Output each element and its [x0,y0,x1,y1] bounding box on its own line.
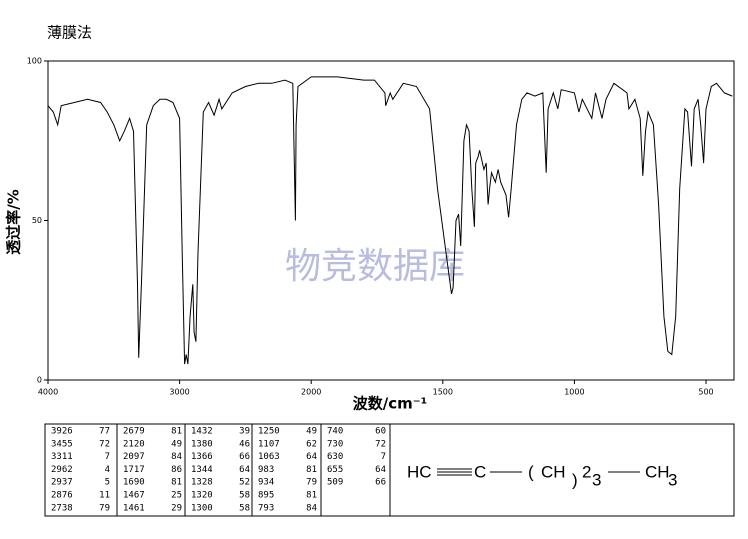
peak-wavenumber: 3455 [51,439,73,449]
peak-transmittance: 81 [306,465,317,475]
peak-transmittance: 72 [99,439,110,449]
peak-transmittance: 81 [171,427,182,437]
peak-transmittance: 66 [239,452,250,462]
peak-transmittance: 64 [306,452,317,462]
y-tick-label: 50 [32,216,42,225]
peak-wavenumber: 2120 [123,439,145,449]
formula-part: C [474,462,486,481]
table-dividers [116,424,391,516]
peak-transmittance: 84 [171,452,182,462]
peak-wavenumber: 934 [258,478,274,488]
peak-wavenumber: 983 [258,465,274,475]
peak-wavenumber: 1380 [191,439,213,449]
peak-wavenumber: 2962 [51,465,73,475]
peak-transmittance: 46 [239,439,250,449]
peak-transmittance: 77 [99,427,110,437]
watermark: 物竞数据库 [285,246,465,287]
x-axis-label: 波数/cm⁻¹ [353,395,428,413]
peak-wavenumber: 2679 [123,427,145,437]
y-tick-label: 100 [27,57,42,66]
peak-wavenumber: 1461 [123,503,145,513]
peak-wavenumber: 2738 [51,503,73,513]
peak-transmittance: 5 [105,478,110,488]
formula-part: 3 [668,470,677,489]
x-tick-label: 1000 [564,388,584,397]
peak-wavenumber: 740 [327,427,343,437]
peak-transmittance: 58 [239,491,250,501]
x-tick-label: 4000 [38,388,58,397]
peak-wavenumber: 1344 [191,465,213,475]
peak-transmittance: 39 [239,427,250,437]
peak-transmittance: 81 [171,478,182,488]
peak-transmittance: 66 [375,478,386,488]
formula-part: CH [645,462,670,481]
peak-transmittance: 52 [239,478,250,488]
peak-transmittance: 81 [306,491,317,501]
peak-transmittance: 7 [381,452,386,462]
peak-wavenumber: 1366 [191,452,213,462]
plot-frame [47,60,735,381]
peak-wavenumber: 1328 [191,478,213,488]
x-tick-label: 3000 [169,388,189,397]
x-tick-label: 2000 [301,388,321,397]
peak-wavenumber: 1107 [258,439,280,449]
y-tick-label: 0 [37,376,42,385]
peak-transmittance: 64 [239,465,250,475]
peak-wavenumber: 3311 [51,452,73,462]
formula-part: CH [541,462,566,481]
peak-transmittance: 62 [306,439,317,449]
peak-transmittance: 25 [171,491,182,501]
formula-part: 2 [582,462,591,481]
peak-transmittance: 64 [375,465,386,475]
peak-wavenumber: 2876 [51,491,73,501]
peak-transmittance: 86 [171,465,182,475]
peak-transmittance: 29 [171,503,182,513]
peak-wavenumber: 655 [327,465,343,475]
peak-wavenumber: 1063 [258,452,280,462]
peak-transmittance: 4 [105,465,110,475]
peak-wavenumber: 1432 [191,427,213,437]
peak-wavenumber: 2097 [123,452,145,462]
peak-wavenumber: 793 [258,503,274,513]
x-tick-label: 1500 [433,388,453,397]
peak-wavenumber: 1467 [123,491,145,501]
formula-part: 3 [592,470,601,489]
formula-part: ) [572,470,578,489]
formula-part: HC [407,462,432,481]
spectrum-line [47,76,733,365]
peak-transmittance: 49 [171,439,182,449]
peak-transmittance: 58 [239,503,250,513]
peak-wavenumber: 2937 [51,478,73,488]
peak-wavenumber: 3926 [51,427,73,437]
title: 薄膜法 [47,24,92,42]
peak-wavenumber: 1717 [123,465,145,475]
peak-transmittance: 60 [375,427,386,437]
peak-wavenumber: 630 [327,452,343,462]
x-tick-label: 500 [698,388,713,397]
peak-wavenumber: 1300 [191,503,213,513]
peak-wavenumber: 1690 [123,478,145,488]
peak-transmittance: 7 [105,452,110,462]
peak-wavenumber: 730 [327,439,343,449]
peak-transmittance: 79 [99,503,110,513]
peak-wavenumber: 509 [327,478,343,488]
peak-transmittance: 72 [375,439,386,449]
y-axis-label: 透过率/% [5,189,23,255]
peak-transmittance: 49 [306,427,317,437]
bonds [437,468,640,476]
peak-wavenumber: 1320 [191,491,213,501]
formula-part: ( [528,462,534,481]
peak-transmittance: 11 [99,491,110,501]
peak-wavenumber: 1250 [258,427,280,437]
peak-transmittance: 84 [306,503,317,513]
peak-transmittance: 79 [306,478,317,488]
peak-wavenumber: 895 [258,491,274,501]
